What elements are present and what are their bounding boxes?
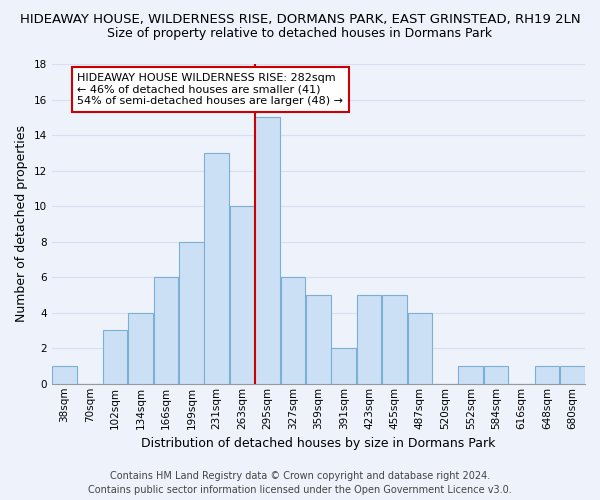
Bar (255, 118, 280, 384)
Bar (52, 366, 77, 384)
Bar (205, 153, 229, 384)
Bar (154, 277, 178, 384)
Bar (357, 295, 382, 384)
Bar (128, 312, 153, 384)
Bar (306, 295, 331, 384)
Bar (458, 366, 483, 384)
Bar (230, 206, 254, 384)
Bar (103, 330, 127, 384)
Bar (535, 366, 559, 384)
Bar (560, 366, 584, 384)
X-axis label: Distribution of detached houses by size in Dormans Park: Distribution of detached houses by size … (141, 437, 496, 450)
Text: Contains HM Land Registry data © Crown copyright and database right 2024.
Contai: Contains HM Land Registry data © Crown c… (88, 471, 512, 495)
Bar (382, 295, 407, 384)
Bar (484, 366, 508, 384)
Bar (331, 348, 356, 384)
Bar (281, 277, 305, 384)
Bar (179, 242, 203, 384)
Y-axis label: Number of detached properties: Number of detached properties (15, 126, 28, 322)
Bar (407, 312, 432, 384)
Text: HIDEAWAY HOUSE WILDERNESS RISE: 282sqm
← 46% of detached houses are smaller (41): HIDEAWAY HOUSE WILDERNESS RISE: 282sqm ←… (77, 73, 343, 106)
Text: Size of property relative to detached houses in Dormans Park: Size of property relative to detached ho… (107, 28, 493, 40)
Text: HIDEAWAY HOUSE, WILDERNESS RISE, DORMANS PARK, EAST GRINSTEAD, RH19 2LN: HIDEAWAY HOUSE, WILDERNESS RISE, DORMANS… (20, 12, 580, 26)
